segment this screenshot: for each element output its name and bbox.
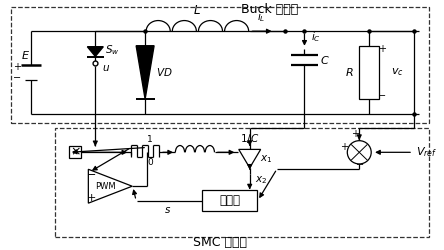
Text: $1/C$: $1/C$ (240, 132, 259, 144)
Text: SMC 控制器: SMC 控制器 (193, 236, 247, 249)
Text: 滑模面: 滑模面 (219, 194, 240, 207)
Polygon shape (239, 150, 261, 168)
Text: $i_C$: $i_C$ (311, 30, 321, 44)
Text: $S_w$: $S_w$ (105, 43, 120, 56)
Bar (11, 7, 429, 123)
Bar (359, 46, 379, 99)
Text: PWM: PWM (95, 182, 115, 191)
Text: $x_1$: $x_1$ (260, 153, 272, 165)
Bar (56, 128, 429, 236)
Text: $VD$: $VD$ (156, 66, 173, 78)
Text: +: + (87, 193, 96, 203)
Text: +: + (12, 62, 20, 72)
Text: $s$: $s$ (164, 204, 171, 214)
Polygon shape (87, 47, 103, 56)
Text: $i_L$: $i_L$ (258, 11, 266, 24)
Text: +: + (340, 142, 349, 152)
Text: $v_c$: $v_c$ (391, 66, 404, 78)
Text: $L$: $L$ (194, 4, 201, 17)
Text: $V_{ref}$: $V_{ref}$ (416, 146, 437, 159)
Bar (69, 146, 81, 158)
Bar (202, 190, 257, 212)
Text: $u$: $u$ (102, 63, 111, 73)
Text: $R$: $R$ (345, 66, 353, 78)
Circle shape (347, 141, 371, 164)
Text: +: + (378, 44, 386, 54)
Polygon shape (88, 169, 132, 203)
Text: −: − (378, 91, 386, 101)
Text: $E$: $E$ (21, 49, 30, 61)
Text: −: − (87, 170, 96, 180)
Text: $\times$: $\times$ (70, 146, 81, 159)
Text: 0: 0 (147, 158, 153, 167)
Polygon shape (136, 46, 154, 99)
Text: 1: 1 (147, 134, 153, 143)
Text: $x_2$: $x_2$ (255, 174, 267, 186)
Text: Buck 变换器: Buck 变换器 (241, 4, 298, 16)
Text: +: + (351, 129, 359, 139)
Text: −: − (12, 73, 21, 83)
Text: $C$: $C$ (321, 54, 330, 66)
Text: −: − (356, 160, 365, 170)
